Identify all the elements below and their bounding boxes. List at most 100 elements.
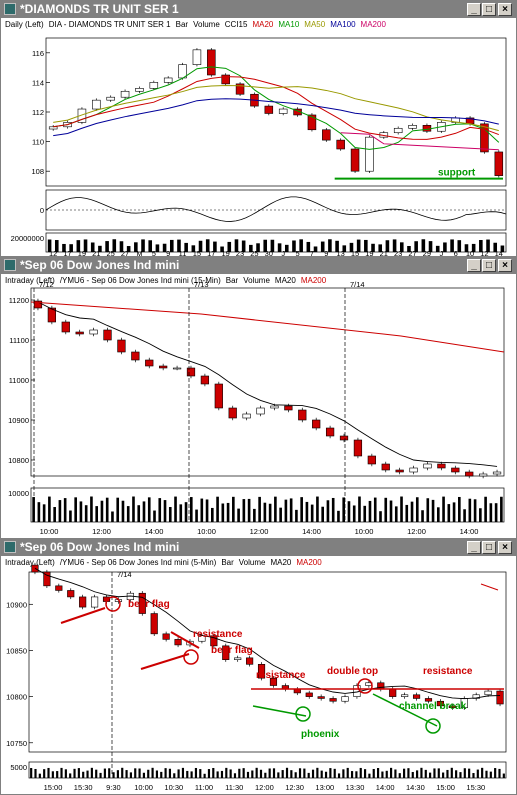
volume-bar <box>216 496 219 522</box>
volume-bar <box>37 502 41 522</box>
header-item: MA20 <box>270 558 292 567</box>
volume-bar <box>268 768 271 778</box>
volume-bar <box>346 767 349 778</box>
intraday-15min-window: *Sep 06 Dow Jones Ind mini _ □ × Intrada… <box>0 256 517 539</box>
candle-body <box>138 592 146 614</box>
x-tick-label: M <box>136 249 142 256</box>
window-titlebar[interactable]: *DIAMONDS TR UNIT SER 1 _ □ × <box>1 1 516 18</box>
x-tick-label: 15:30 <box>74 783 93 792</box>
volume-bar <box>316 496 319 522</box>
x-tick-label: 10:00 <box>40 527 59 536</box>
header-item: Intraday (Left) <box>5 276 55 285</box>
intraday-5min-plot: 10750 10800 10850 10900 7/14 bear flag resista… <box>6 562 507 792</box>
volume-bar <box>100 500 104 522</box>
double-top-circle <box>357 678 373 694</box>
x-tick-label: 25 <box>250 249 258 256</box>
chart-window-icon[interactable] <box>4 259 16 271</box>
x-tick-label: 27 <box>121 249 129 256</box>
volume-bar <box>90 242 95 252</box>
volume-bar <box>233 773 237 778</box>
y-tick-label: 11200 <box>9 296 29 305</box>
volume-bar <box>400 496 403 522</box>
volume-bar <box>121 767 124 778</box>
chart-window-icon[interactable] <box>4 541 16 553</box>
volume-frame <box>45 232 507 253</box>
minimize-icon[interactable]: _ <box>467 541 481 554</box>
volume-bar <box>392 239 397 252</box>
candle-body <box>192 49 202 65</box>
channel-line <box>372 693 438 727</box>
candle-body <box>424 698 433 702</box>
plot-frame <box>30 287 505 477</box>
volume-bar <box>416 770 419 778</box>
candle-body <box>479 473 488 477</box>
restore-icon[interactable]: □ <box>482 3 496 16</box>
volume-bar <box>337 510 340 522</box>
x-tick-label: 14:00 <box>302 527 321 536</box>
minimize-icon[interactable]: _ <box>467 259 481 272</box>
volume-bar <box>452 502 456 522</box>
candle-body <box>214 383 223 409</box>
volume-bar <box>112 239 117 252</box>
close-icon[interactable]: × <box>498 541 512 554</box>
volume-bar <box>371 243 375 252</box>
ma20-line <box>34 567 501 700</box>
volume-bar <box>153 510 156 522</box>
candle-body <box>75 331 84 335</box>
y-tick-label: 114 <box>32 78 44 87</box>
y-tick-label: 10900 <box>8 416 29 425</box>
candle-body <box>389 688 397 697</box>
annotation-label: bear flag <box>211 645 253 656</box>
volume-bar <box>186 770 189 778</box>
header-item: Volume <box>238 558 266 567</box>
ma100-line <box>53 98 499 137</box>
volume-bar <box>121 500 125 522</box>
volume-bar <box>500 496 503 522</box>
volume-bar <box>447 504 451 522</box>
header-item: Intraday (Left) <box>5 558 55 567</box>
x-tick-label: 12:00 <box>255 783 274 792</box>
candle-body <box>322 129 331 141</box>
volume-bar <box>213 241 217 252</box>
candle-body <box>222 645 230 660</box>
volume-bar <box>181 767 185 778</box>
session-label: 7/13 <box>194 280 209 289</box>
candle-body <box>317 696 325 699</box>
x-tick-label: 10:00 <box>355 527 374 536</box>
header-item: MA50 <box>304 20 326 29</box>
volume-bar <box>247 498 251 522</box>
volume-bar <box>108 768 111 778</box>
x-tick-label: 17 <box>63 249 71 256</box>
daily-chart-window: *DIAMONDS TR UNIT SER 1 _ □ × Daily (Lef… <box>0 0 517 257</box>
volume-bar <box>311 769 315 778</box>
volume-bar <box>198 240 203 252</box>
volume-bar <box>398 773 401 778</box>
volume-bar <box>407 768 410 778</box>
close-icon[interactable]: × <box>498 259 512 272</box>
volume-bar <box>177 769 180 778</box>
x-tick-label: 23 <box>394 249 402 256</box>
volume-bar <box>443 242 447 252</box>
x-tick-label: 21 <box>92 249 100 256</box>
chart-window-icon[interactable] <box>4 3 16 15</box>
volume-bar <box>164 768 167 778</box>
volume-bar <box>220 246 224 252</box>
window-titlebar[interactable]: *Sep 06 Dow Jones Ind mini _ □ × <box>1 257 516 274</box>
header-item: MA20 <box>252 20 274 29</box>
x-tick-label: 11:30 <box>225 783 243 792</box>
x-tick-label: 6 <box>454 249 458 256</box>
volume-bar <box>494 768 497 778</box>
x-tick-label: 10:00 <box>134 783 153 792</box>
volume-scale-label: 20000000 <box>11 234 44 243</box>
candle-body <box>353 439 363 457</box>
volume-bar <box>342 769 345 778</box>
volume-bar <box>158 498 162 522</box>
minimize-icon[interactable]: _ <box>467 3 481 16</box>
restore-icon[interactable]: □ <box>482 259 496 272</box>
window-titlebar[interactable]: *Sep 06 Dow Jones Ind mini _ □ × <box>1 539 516 556</box>
restore-icon[interactable]: □ <box>482 541 496 554</box>
volume-bar <box>162 243 167 252</box>
ma10-line <box>53 66 500 150</box>
close-icon[interactable]: × <box>498 3 512 16</box>
candle-body <box>350 148 360 172</box>
